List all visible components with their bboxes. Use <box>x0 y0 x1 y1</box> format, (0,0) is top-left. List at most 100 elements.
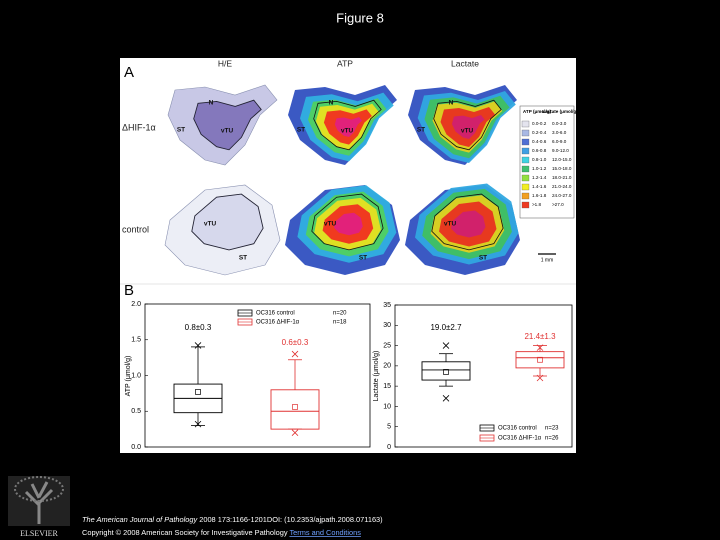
row-label: control <box>122 224 149 234</box>
legend-swatch <box>521 138 530 146</box>
citation: 2008 173:1166-1201DOI: (10.2353/ajpath.2… <box>197 515 382 524</box>
tumor-outline <box>313 99 382 151</box>
legend-lactate: 21.0-24.0 <box>552 184 572 189</box>
heatmap-layer <box>451 210 486 238</box>
extreme-marker <box>291 350 299 358</box>
legend-n: n=18 <box>333 320 347 326</box>
annotation: 19.0±2.7 <box>430 323 462 332</box>
legend-lactate: 15.0-18.0 <box>552 166 572 171</box>
box <box>421 361 471 381</box>
legend-atp: >1.8 <box>532 202 542 207</box>
y-tick-label: 0.5 <box>131 408 141 415</box>
scale-bar-label: 1 mm <box>541 257 554 263</box>
region-label: vTU <box>444 221 457 228</box>
legend-lactate: 3.0-6.0 <box>552 130 567 135</box>
elsevier-logo <box>8 476 70 526</box>
y-tick-label: 0 <box>387 444 391 451</box>
legend-lactate: 18.0-21.0 <box>552 175 572 180</box>
legend-swatch <box>521 174 530 182</box>
legend-lactate: >27.0 <box>552 202 564 207</box>
legend-atp: 1.4-1.6 <box>532 184 547 189</box>
extreme-marker <box>442 395 450 402</box>
legend-swatch <box>521 201 530 209</box>
region-label: vTU <box>204 221 217 228</box>
column-label: H/E <box>218 58 233 68</box>
y-tick-label: 0.0 <box>131 444 141 451</box>
legend-header: ATP (μmol/g) <box>523 109 552 114</box>
legend-lactate: 0.0-3.0 <box>552 121 567 126</box>
publisher: ELSEVIER <box>20 529 58 538</box>
box <box>270 389 320 430</box>
y-axis-label: ATP (μmol/g) <box>125 356 132 397</box>
legend-swatch <box>521 129 530 137</box>
journal: The American Journal of Pathology <box>82 515 198 524</box>
panel-label: A <box>124 64 134 81</box>
extreme-marker <box>194 342 202 349</box>
legend-swatch <box>521 165 530 173</box>
legend-swatch <box>521 156 530 164</box>
y-tick-label: 35 <box>383 302 391 309</box>
y-tick-label: 25 <box>383 342 391 349</box>
plot-frame <box>394 304 573 448</box>
mean <box>443 369 449 375</box>
tumor-outline <box>431 193 504 251</box>
annotation: 0.6±0.3 <box>282 338 309 347</box>
legend-lactate: 12.0-15.0 <box>552 157 572 162</box>
y-tick-label: 1.0 <box>131 372 141 379</box>
heatmap-layer <box>334 117 362 137</box>
region-label: N <box>329 100 334 107</box>
y-tick-label: 2.0 <box>131 301 141 308</box>
region-label: vTU <box>461 128 474 135</box>
legend-atp: 0.6-0.8 <box>532 148 547 153</box>
region-label: ST <box>417 127 425 134</box>
legend-n: n=26 <box>545 436 559 442</box>
legend-atp: 0.0-0.2 <box>532 121 547 126</box>
slide-title: Figure 8 <box>336 10 384 25</box>
region-label: ST <box>297 127 305 134</box>
legend-atp: 0.4-0.6 <box>532 139 547 144</box>
legend-swatch <box>521 183 530 191</box>
region-label: ST <box>479 255 487 262</box>
legend-atp: 0.8-1.0 <box>532 157 547 162</box>
region-label: N <box>209 100 214 107</box>
legend-name: OC316 ΔHIF-1α <box>256 320 300 326</box>
heatmap-layer <box>334 212 363 236</box>
extreme-marker <box>536 344 544 351</box>
y-tick-label: 10 <box>383 403 391 410</box>
y-tick-label: 1.5 <box>131 337 141 344</box>
legend-lactate: 9.0-12.0 <box>552 148 569 153</box>
region-label: ST <box>239 255 247 262</box>
column-label: ATP <box>337 58 353 68</box>
heatmap-layer <box>451 115 485 139</box>
y-axis-label: Lactate (μmol/g) <box>373 351 380 402</box>
row-label: ΔHIF-1α <box>122 122 156 132</box>
legend-atp: 1.6-1.8 <box>532 193 547 198</box>
y-tick-label: 5 <box>387 424 391 431</box>
legend-swatch <box>521 147 530 155</box>
legend-name: OC316 control <box>256 311 295 317</box>
legend-atp: 1.0-1.2 <box>532 166 547 171</box>
footer-copyright: Copyright © 2008 American Society for In… <box>82 528 361 537</box>
annotation: 21.4±1.3 <box>524 332 556 341</box>
terms-link[interactable]: Terms and Conditions <box>289 528 361 537</box>
region-label: vTU <box>341 128 354 135</box>
legend-swatch <box>521 120 530 128</box>
region-label: vTU <box>221 128 234 135</box>
mean <box>537 356 543 363</box>
tumor-region <box>191 193 264 251</box>
mean <box>195 389 201 395</box>
legend-swatch <box>521 192 530 200</box>
y-tick-label: 15 <box>383 383 391 390</box>
region-label: ST <box>177 127 185 134</box>
extreme-marker <box>194 420 202 428</box>
box <box>515 351 565 369</box>
copyright: Copyright © 2008 American Society for In… <box>82 528 289 537</box>
extreme-marker <box>536 374 544 382</box>
region-label: N <box>449 100 454 107</box>
tumor-outline <box>311 193 384 251</box>
legend-header: Lactate (μmol/g) <box>542 109 578 114</box>
column-label: Lactate <box>451 58 479 68</box>
logo-tree <box>24 481 54 524</box>
